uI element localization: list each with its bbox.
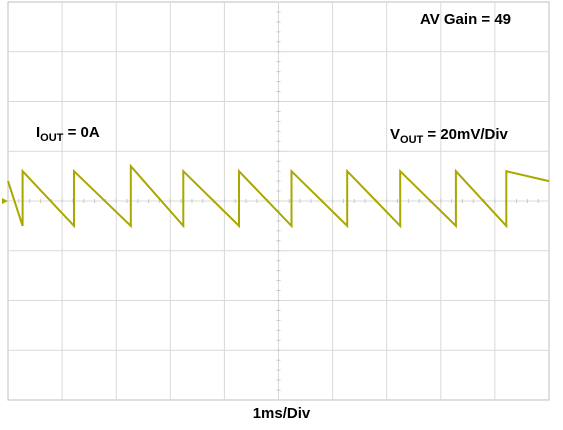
iout-subscript: OUT (40, 132, 64, 144)
ground-arrow (2, 198, 8, 204)
iout-prefix: I (36, 124, 41, 141)
ground-marker (2, 198, 8, 204)
iout-annotation: IOUT = 0A (36, 124, 100, 144)
vout-subscript: OUT (400, 134, 424, 146)
iout-value: = 0A (63, 124, 100, 141)
vout-annotation: VOUT = 20mV/Div (390, 126, 508, 146)
vout-value: = 20mV/Div (423, 126, 508, 143)
center-axis-ticks (7, 1, 550, 401)
vout-trace (7, 163, 550, 229)
gain-annotation: AV Gain = 49 (420, 11, 512, 28)
vout-prefix: V (390, 126, 401, 143)
x-axis-label: 1ms/Div (252, 405, 311, 422)
